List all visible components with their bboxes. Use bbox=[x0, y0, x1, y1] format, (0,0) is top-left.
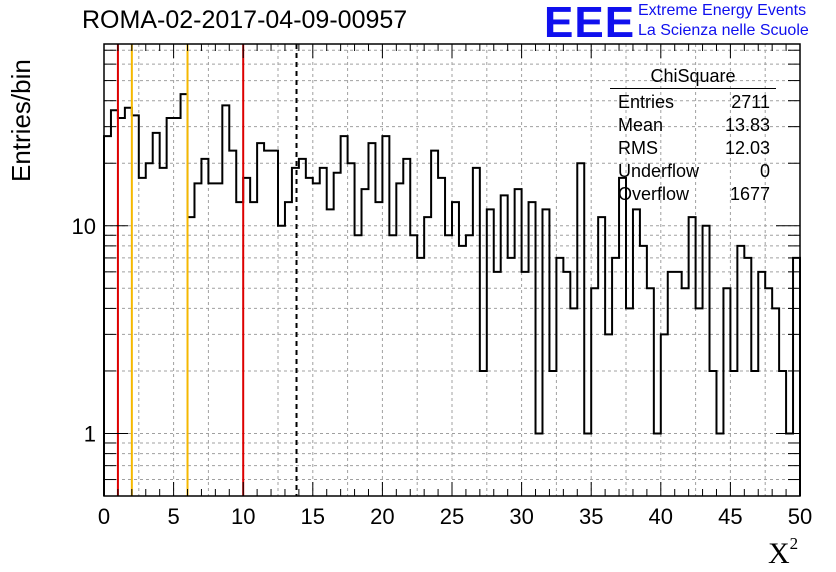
stats-divider bbox=[610, 88, 776, 89]
logo-line-1: Extreme Energy Events bbox=[638, 2, 807, 19]
x-tick-label: 35 bbox=[579, 504, 603, 529]
x-tick-label: 15 bbox=[301, 504, 325, 529]
y-tick-label: 1 bbox=[84, 421, 96, 446]
overflow-value: 1677 bbox=[729, 184, 770, 204]
x-tick-label: 5 bbox=[167, 504, 179, 529]
entries-value: 2711 bbox=[731, 92, 770, 112]
mean-value: 13.83 bbox=[724, 115, 770, 135]
x-tick-label: 40 bbox=[649, 504, 673, 529]
x-tick-label: 30 bbox=[509, 504, 533, 529]
entries-label: Entries bbox=[618, 92, 675, 112]
logo-line-2: La Scienza nelle Scuole bbox=[638, 22, 809, 39]
y-axis-label: Entries/bin bbox=[6, 59, 36, 182]
x-tick-label: 50 bbox=[788, 504, 812, 529]
underflow-value: 0 bbox=[759, 161, 770, 181]
eee-logo: EEE bbox=[544, 0, 636, 47]
x-axis-label: X2 bbox=[768, 534, 799, 570]
rms-value: 12.03 bbox=[724, 138, 770, 158]
mean-label: Mean bbox=[618, 115, 664, 135]
x-tick-label: 10 bbox=[231, 504, 255, 529]
stats-box: ChiSquare Entries 2711 Mean 13.83 RMS 12… bbox=[610, 66, 776, 210]
x-tick-label: 45 bbox=[718, 504, 742, 529]
histogram-line bbox=[103, 93, 801, 496]
stats-title: ChiSquare bbox=[650, 66, 736, 86]
x-tick-label: 25 bbox=[440, 504, 464, 529]
plot-title: ROMA-02-2017-04-09-00957 bbox=[82, 6, 408, 34]
rms-label: RMS bbox=[618, 138, 658, 158]
x-tick-label: 0 bbox=[98, 504, 110, 529]
x-tick-label: 20 bbox=[370, 504, 394, 529]
overflow-label: Overflow bbox=[618, 184, 690, 204]
y-tick-label: 10 bbox=[72, 214, 96, 239]
underflow-label: Underflow bbox=[618, 161, 700, 181]
